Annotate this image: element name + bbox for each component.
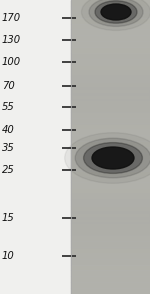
Bar [70, 71, 150, 76]
Bar [70, 241, 150, 247]
Ellipse shape [95, 1, 137, 23]
Text: 10: 10 [2, 251, 15, 261]
Text: 55: 55 [2, 102, 15, 112]
Bar [70, 12, 150, 18]
Bar [70, 165, 150, 171]
Bar [70, 18, 150, 24]
Bar [70, 123, 150, 129]
Bar [70, 129, 150, 135]
Bar [70, 153, 150, 159]
Text: 35: 35 [2, 143, 15, 153]
Bar [70, 82, 150, 88]
Bar [70, 35, 150, 41]
Bar [70, 247, 150, 253]
Ellipse shape [84, 143, 142, 173]
Bar [70, 194, 150, 200]
Bar [70, 253, 150, 259]
Text: 130: 130 [2, 35, 21, 45]
Bar [70, 288, 150, 294]
Bar [70, 0, 150, 6]
Bar [70, 282, 150, 288]
Ellipse shape [101, 4, 131, 20]
Bar [70, 0, 150, 294]
Bar [70, 171, 150, 176]
Bar [70, 235, 150, 241]
Text: 25: 25 [2, 165, 15, 175]
Bar [70, 265, 150, 270]
Bar [70, 188, 150, 194]
Bar [70, 59, 150, 65]
Bar [70, 276, 150, 282]
Bar [70, 135, 150, 141]
Bar [70, 76, 150, 82]
Bar [70, 200, 150, 206]
Bar [70, 29, 150, 35]
Text: 70: 70 [2, 81, 15, 91]
Bar [70, 270, 150, 276]
Ellipse shape [75, 138, 150, 178]
Bar [70, 141, 150, 147]
Text: 100: 100 [2, 57, 21, 67]
Text: 40: 40 [2, 125, 15, 135]
Bar [70, 24, 150, 29]
Bar [70, 147, 150, 153]
Bar [70, 259, 150, 265]
Bar [70, 176, 150, 182]
Bar [70, 229, 150, 235]
Text: 170: 170 [2, 13, 21, 23]
Bar [70, 100, 150, 106]
Bar [70, 223, 150, 229]
Bar [70, 118, 150, 123]
Bar [70, 94, 150, 100]
Bar [70, 159, 150, 165]
Ellipse shape [81, 0, 150, 30]
Bar [70, 218, 150, 223]
Bar [70, 65, 150, 71]
Text: 15: 15 [2, 213, 15, 223]
Bar [70, 182, 150, 188]
Bar [70, 88, 150, 94]
Bar [70, 106, 150, 112]
Bar [70, 206, 150, 212]
Bar [70, 53, 150, 59]
Bar [70, 112, 150, 118]
Ellipse shape [89, 0, 143, 26]
Bar [0, 0, 70, 294]
Ellipse shape [65, 133, 150, 183]
Bar [70, 47, 150, 53]
Bar [70, 41, 150, 47]
Bar [70, 212, 150, 218]
Ellipse shape [92, 147, 134, 169]
Bar [70, 6, 150, 12]
